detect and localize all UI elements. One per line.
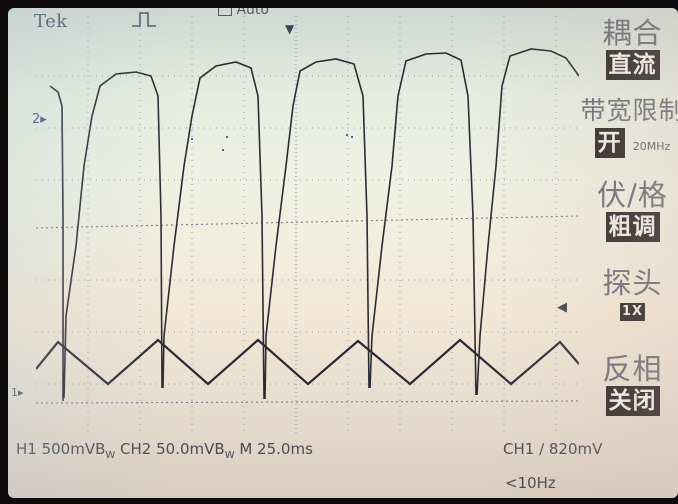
ch2-bw-flag: W [224,450,235,461]
menu-probe[interactable]: 探头 1X [579,266,678,321]
menu-coupling-value: 直流 [605,50,660,80]
ch2-marker: 2▸ [32,112,47,127]
trigger-mode-label: Auto [218,8,269,18]
ch1-waveform [49,48,579,401]
waveform-display [36,16,579,436]
noise-dots [191,134,353,151]
menu-volts-title: 伏/格 [597,178,668,212]
menu-volts-value: 粗调 [605,212,660,242]
trigger-readout: CH1 ∕ 820mV [503,440,603,458]
left-arrow-icon: ◀ [557,300,567,315]
menu-bandwidth-limit[interactable]: 带宽限制 开 20MHz [579,94,678,158]
ch2-waveform [36,338,579,386]
menu-coupling[interactable]: 耦合 直流 [579,16,678,80]
ch1-scale: H1 500mVB [16,440,106,458]
menu-invert-title: 反相 [602,352,663,386]
ch1-bw-flag: W [105,450,116,461]
trigger-mode-text: Auto [236,8,269,18]
menu-bandwidth-title: 带宽限制 [580,96,678,125]
down-arrow-icon: ▼ [285,22,295,36]
status-bar: H1 500mVBW CH2 50.0mVBW M 25.0ms [16,440,313,461]
trigger-mode-box-icon [218,8,232,16]
frequency-readout: <10Hz [505,474,556,492]
ch1-marker-text: 1 [11,386,18,399]
oscilloscope-screen: Tek Auto ▼ 2▸ ◀ 1▸ 耦合 直流 带宽限制 开 20MHz [8,8,678,498]
ch2-scale: CH2 50.0mVB [115,440,225,458]
menu-invert[interactable]: 反相 关闭 [579,352,678,416]
menu-coupling-title: 耦合 [602,16,663,50]
menu-volts-div[interactable]: 伏/格 粗调 [579,178,678,242]
channel-menu: 耦合 直流 带宽限制 开 20MHz 伏/格 粗调 探头 1X 反相 关闭 [579,16,678,446]
ch1-marker: 1▸ [11,386,24,399]
brand-label: Tek [34,11,68,32]
menu-bandwidth-sub: 20MHz [632,140,671,153]
ground-reference-line [36,400,579,404]
menu-invert-value: 关闭 [605,386,660,416]
menu-bandwidth-value: 开 [594,128,625,158]
center-horizontal-line [36,215,579,229]
pulse-icon [131,10,157,32]
timebase: M 25.0ms [234,440,313,458]
ch2-marker-text: 2 [32,112,41,127]
waveform-plot [36,16,579,436]
menu-probe-value: 1X [619,303,646,321]
grid [36,16,579,436]
menu-probe-title: 探头 [602,266,663,300]
